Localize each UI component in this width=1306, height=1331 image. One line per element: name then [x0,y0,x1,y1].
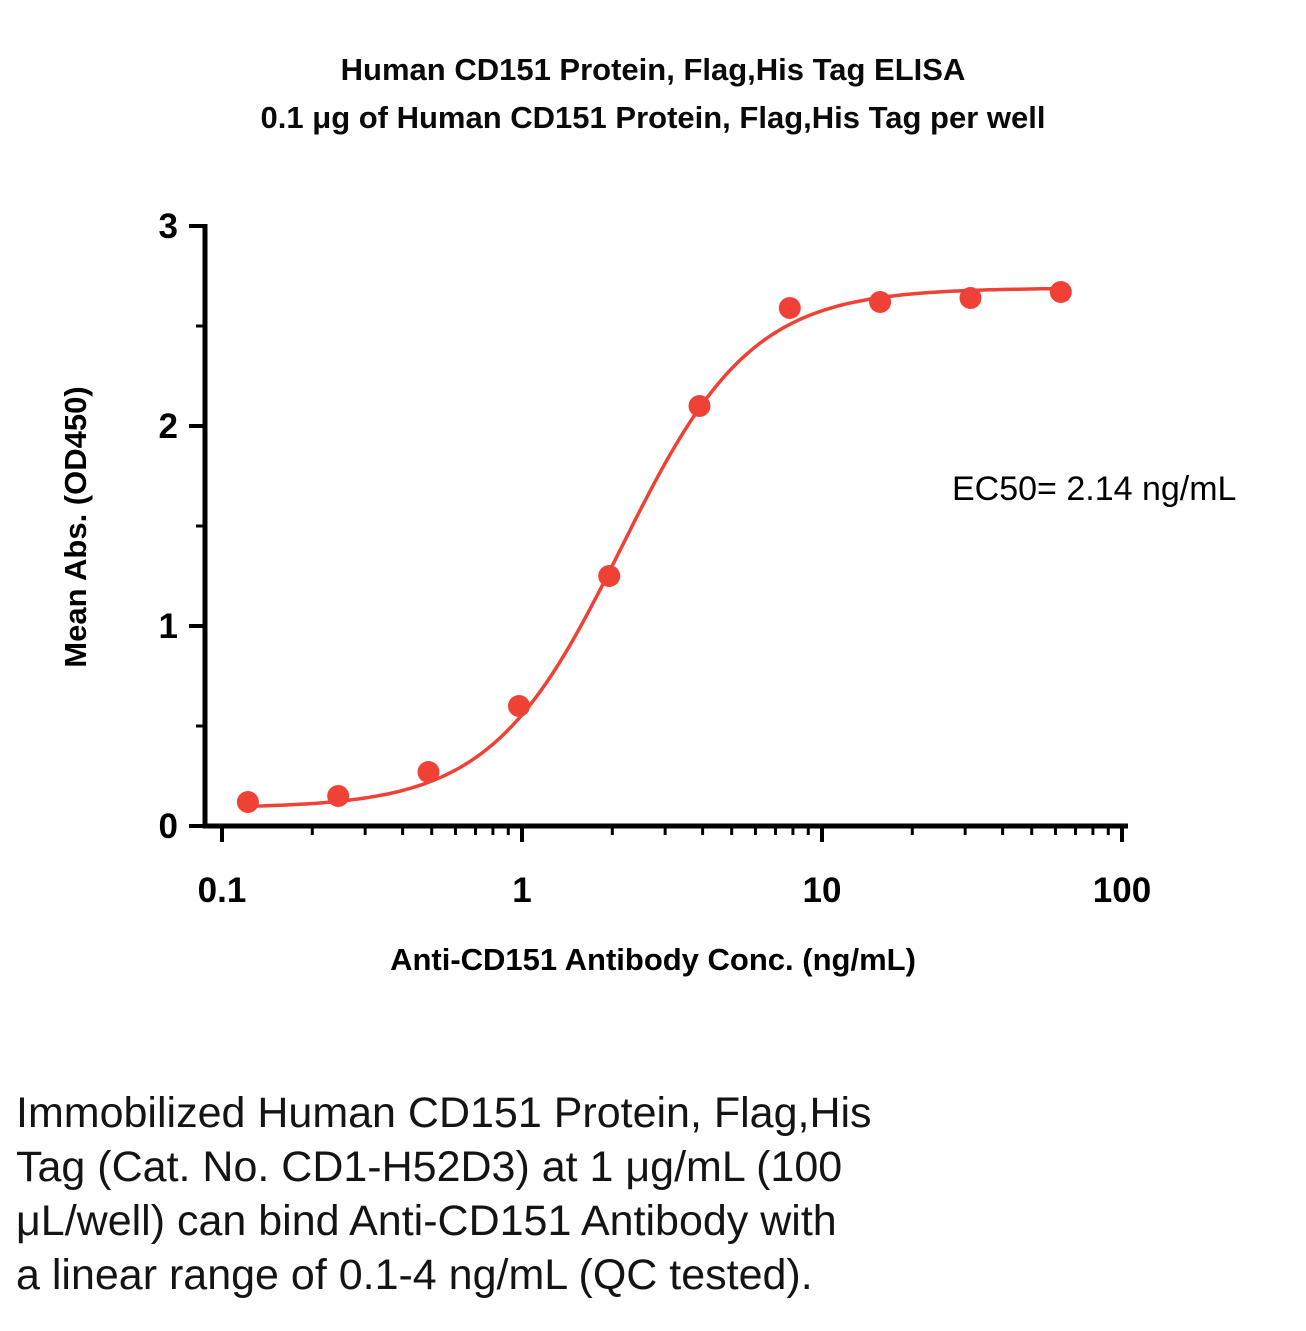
caption-line: μL/well) can bind Anti-CD151 Antibody wi… [16,1197,837,1245]
y-axis-title: Mean Abs. (OD450) [58,386,93,668]
x-tick-label: 10 [803,871,842,910]
y-tick-label: 2 [159,407,178,446]
data-point [1049,281,1072,303]
data-point [869,291,892,313]
caption-line: Tag (Cat. No. CD1-H52D3) at 1 μg/mL (100 [16,1143,843,1191]
x-tick-label: 100 [1093,871,1151,910]
data-point [598,565,621,587]
x-tick-label: 1 [512,871,531,910]
data-point [327,785,350,807]
data-point [508,695,530,717]
y-tick-label: 1 [159,607,178,646]
data-point [959,287,982,309]
chart-subtitle: 0.1 μg of Human CD151 Protein, Flag,His … [260,100,1046,135]
caption-line: a linear range of 0.1-4 ng/mL (QC tested… [16,1251,813,1299]
fit-curve [240,286,1066,809]
x-tick-label: 0.1 [198,871,247,910]
chart-title: Human CD151 Protein, Flag,His Tag ELISA [340,52,966,87]
data-point [778,297,801,319]
figure-caption: Immobilized Human CD151 Protein, Flag,Hi… [16,1086,872,1302]
caption-line: Immobilized Human CD151 Protein, Flag,Hi… [16,1089,872,1137]
elisa-chart: 0.1 1 10 100 0 1 2 3 [159,207,1152,910]
ec50-annotation: EC50= 2.14 ng/mL [952,470,1237,508]
x-axis-title: Anti-CD151 Antibody Conc. (ng/mL) [390,942,916,977]
data-point [236,791,259,813]
y-tick-label: 3 [159,207,178,246]
y-tick-label: 0 [159,807,178,846]
data-point [417,761,440,783]
data-point [688,395,711,417]
